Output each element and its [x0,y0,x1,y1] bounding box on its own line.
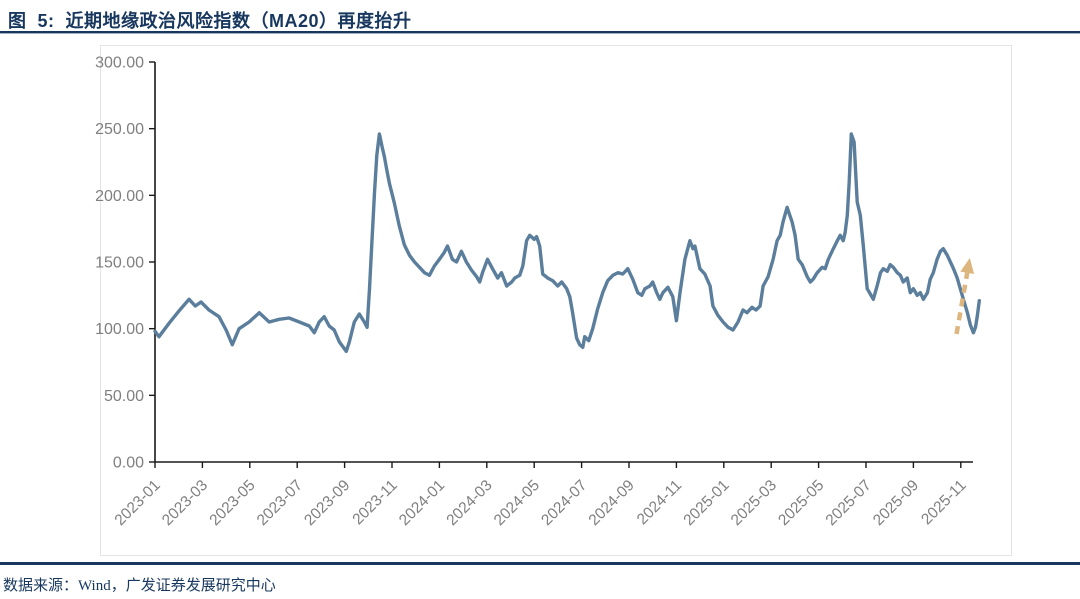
x-tick-label: 2024-09 [586,477,638,529]
x-tick-label: 2025-09 [870,477,922,529]
y-tick-label: 0.00 [113,455,144,472]
x-tick-label: 2023-03 [159,477,211,529]
y-tick-label: 300.00 [95,55,144,72]
trend-arrow-head [960,258,975,274]
risk-index-ma20-line [153,132,981,353]
footer-divider-rule [0,562,1080,565]
chart-plot-frame [100,45,1012,556]
x-tick-label: 2024-11 [634,477,685,528]
x-tick-label: 2025-07 [823,477,875,529]
axis-lines [154,62,973,463]
figure-title: 图 5: 近期地缘政治风险指数（MA20）再度抬升 [8,11,412,31]
y-tick-label: 150.00 [95,255,144,272]
y-tick-label: 200.00 [95,188,144,205]
x-tick-label: 2023-01 [112,477,164,529]
x-tick-label: 2025-01 [680,477,732,529]
x-tick-label: 2023-07 [254,477,306,529]
x-tick-label: 2024-05 [491,477,543,529]
x-tick-label: 2023-05 [206,477,258,529]
x-tick-label: 2025-03 [728,477,780,529]
x-tick-label: 2023-09 [301,477,353,529]
trend-arrow-shaft [954,272,970,335]
x-tick-label: 2024-07 [538,477,590,529]
x-tick-label: 2024-01 [396,477,448,529]
x-tick-label: 2023-11 [349,477,400,528]
title-divider-rule [0,31,1080,34]
y-tick-label: 250.00 [95,121,144,138]
x-tick-label: 2025-11 [918,477,969,528]
y-tick-label: 50.00 [104,388,144,405]
data-source-note: 数据来源：Wind，广发证券发展研究中心 [3,578,276,594]
x-tick-label: 2024-03 [443,477,495,529]
x-tick-label: 2025-05 [775,477,827,529]
y-tick-label: 100.00 [95,321,144,338]
